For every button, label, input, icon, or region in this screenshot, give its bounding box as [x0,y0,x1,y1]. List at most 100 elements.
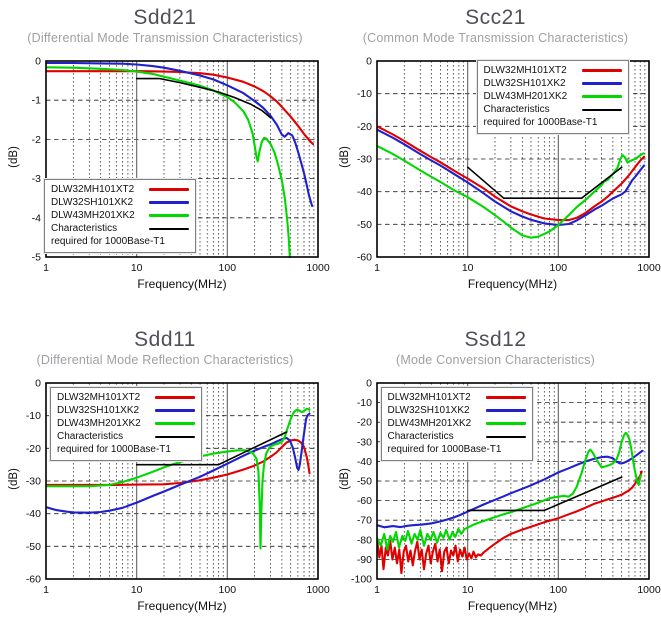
x-tick-label: 10 [461,584,473,596]
series-line-DLW32MH101XT2 [376,125,645,222]
y-tick-label: -50 [356,219,371,231]
x-axis-label: Frequency(MHz) [467,277,558,291]
y-tick-label: -30 [356,154,371,166]
chart-title: Sdd21 [133,6,197,29]
x-tick-label: 1000 [306,584,330,596]
plot-area: 0 -10 -20 -30 -40 -50 -60 -70 -80 -90 -100 1 10 100 10… [331,373,661,623]
legend-line-swatch [155,409,195,412]
x-tick-label: 1000 [637,262,661,274]
legend-line-swatch [581,69,622,72]
x-tick-label: 1000 [306,262,330,274]
y-tick-label: -80 [356,534,371,546]
legend-line-swatch [149,188,189,191]
series-line-DLW32SH101XK2 [376,449,644,529]
chart-legend: DLW32MH101XT2 DLW32SH101XK2 DLW43MH201XK2 C… [44,179,196,253]
series-line-DLW43MH201XK2 [46,407,311,550]
series-line-DLW43MH201XK2 [46,66,291,258]
legend-label: DLW43MH201XK2 [57,418,141,429]
y-tick-label: -40 [356,456,371,468]
chart-subtitle: (Mode Conversion Characteristics) [395,353,596,367]
chart-panel-sdd11: Sdd11 (Differential Mode Reflection Char… [0,310,330,621]
y-tick-label: -60 [356,495,371,507]
y-tick-label: -30 [356,436,371,448]
chart-title: Scc21 [465,6,526,29]
y-tick-label: -70 [356,515,371,527]
y-tick-label: -10 [356,397,371,409]
plot-frame [45,382,319,580]
series-line-Characteristics [466,166,622,199]
legend-line-swatch [485,396,526,399]
legend-line-swatch [149,201,189,204]
legend-item: DLW32MH101XT2 [51,183,189,196]
legend-item: Characteristics [51,222,189,235]
series-line-DLW43MH201XK2 [376,144,645,239]
chart-legend: DLW32MH101XT2 DLW32SH101XK2 DLW43MH201XK2 C… [50,387,202,461]
legend-item: DLW32SH101XK2 [51,196,189,209]
legend-line-swatch [485,422,526,425]
legend-item: Characteristics [484,103,622,116]
legend-item: DLW43MH201XK2 [57,417,195,430]
legend-label: Characteristics [483,104,550,115]
legend-item: DLW32MH101XT2 [57,391,195,404]
chart-canvas: 0 -1 -2 -3 -4 -51 10 100 1000 [32,56,330,275]
legend-label: Characteristics [387,431,454,442]
legend-line-swatch [581,108,622,111]
series-line-DLW32MH101XT2 [46,70,315,146]
y-tick-label: -4 [32,212,41,224]
legend-label: DLW43MH201XK2 [483,91,568,102]
legend-item: DLW32SH101XK2 [388,404,526,417]
legend-item: Characteristics [388,430,526,443]
legend-line-swatch [155,435,195,438]
y-tick-label: -10 [356,88,371,100]
legend-item: DLW32SH101XK2 [57,404,195,417]
legend-item: DLW43MH201XK2 [388,417,526,430]
legend-line-swatch [581,95,622,98]
legend-line-swatch [485,435,526,438]
x-tick-label: 100 [219,584,237,596]
chart-subtitle: (Differential Mode Transmission Characte… [27,31,303,45]
chart-panel-scc21: Scc21 (Common Mode Transmission Characte… [330,0,661,310]
y-axis-label: (dB) [338,146,351,168]
plot-area: 0 -10 -20 -30 -40 -50 -60 1 10 100 1000 (dB) Frequ… [331,51,661,301]
chart-legend: DLW32MH101XT2 DLW32SH101XK2 DLW43MH201XK2 C… [380,387,533,461]
legend-item: Characteristics [57,430,195,443]
series-line-Characteristics [135,431,288,466]
legend-label: DLW32SH101XK2 [51,197,134,208]
legend-label: DLW32SH101XK2 [387,405,470,416]
y-tick-label: -3 [32,173,41,185]
legend-item: DLW32SH101XK2 [484,77,622,90]
series-line-DLW32MH101XT2 [46,438,311,486]
x-tick-label: 1 [43,262,49,274]
plot-frame [375,382,650,580]
y-axis-label: (dB) [8,146,20,168]
y-tick-label: -5 [32,252,41,264]
x-axis-label: Frequency(MHz) [467,599,558,613]
series-line-DLW32SH101XK2 [376,128,645,227]
legend-label: Characteristics [57,431,124,442]
y-tick-label: -50 [26,541,41,553]
legend-label: DLW32MH101XT2 [387,392,471,403]
chart-title: Sdd11 [134,328,196,351]
plot-area: 0 -10 -20 -30 -40 -50 -60 1 10 100 1000 (dB) Frequ… [0,373,330,623]
legend-label-line2: required for 1000Base-T1 [483,117,598,128]
y-tick-label: -30 [26,476,41,488]
y-tick-label: 0 [35,56,41,68]
legend-line-swatch [581,82,622,85]
legend-item: DLW43MH201XK2 [484,90,622,103]
chart-panel-sdd21: Sdd21 (Differential Mode Transmission Ch… [0,0,330,310]
legend-label: DLW32MH101XT2 [51,184,135,195]
y-tick-label: -20 [356,121,371,133]
y-tick-label: 0 [366,378,372,390]
y-tick-label: -10 [26,410,41,422]
y-tick-label: -60 [26,574,41,586]
x-tick-label: 10 [131,262,143,274]
y-tick-label: -100 [350,574,371,586]
legend-line-swatch [149,214,189,217]
legend-label-line2: required for 1000Base-T1 [387,444,502,455]
y-tick-label: -40 [356,186,371,198]
legend-item: DLW32MH101XT2 [484,64,622,77]
chart-subtitle: (Differential Mode Reflection Characteri… [36,353,294,367]
y-tick-label: -50 [356,476,371,488]
chart-subtitle: (Common Mode Transmission Characteristic… [362,31,629,45]
